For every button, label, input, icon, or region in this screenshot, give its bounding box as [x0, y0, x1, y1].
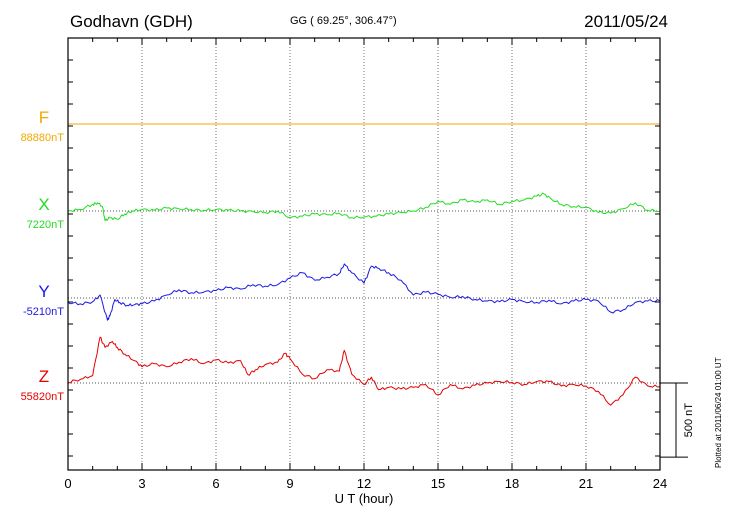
- x-tick-labels: 0 3 6 9 12 15 18 21 24: [64, 476, 667, 491]
- baseline-value-f: 88880nT: [21, 132, 65, 144]
- scale-bar: 500 nT: [660, 382, 695, 458]
- series-name-z: Z: [39, 367, 49, 386]
- series-line-y: [67, 263, 661, 321]
- series-labels: F 88880nT X 7220nT Y -5210nT Z 55820nT: [21, 108, 65, 403]
- series-lines: [67, 123, 661, 406]
- x-tick-label: 9: [286, 476, 293, 491]
- date-label: 2011/05/24: [584, 12, 668, 31]
- scale-bar-label: 500 nT: [683, 403, 695, 438]
- x-tick-label: 18: [505, 476, 519, 491]
- series-name-y: Y: [38, 282, 49, 301]
- x-tick-label: 0: [64, 476, 71, 491]
- coordinates-label: GG ( 69.25°, 306.47°): [290, 15, 397, 27]
- station-title: Godhavn (GDH): [70, 12, 193, 31]
- x-tick-label: 24: [653, 476, 667, 491]
- x-tick-label: 6: [212, 476, 219, 491]
- x-tick-label: 12: [357, 476, 371, 491]
- x-tick-label: 3: [138, 476, 145, 491]
- x-axis-label: U T (hour): [335, 491, 394, 506]
- plotted-timestamp: Plotted at 2011/06/24 01:00 UT: [714, 357, 723, 468]
- x-tick-label: 21: [579, 476, 593, 491]
- grid-lines: [141, 38, 587, 470]
- series-name-f: F: [39, 108, 49, 127]
- series-line-z: [67, 336, 661, 406]
- series-line-x: [67, 192, 661, 222]
- axis-ticks: [67, 38, 661, 470]
- series-name-x: X: [38, 195, 49, 214]
- baseline-value-x: 7220nT: [27, 219, 65, 231]
- baseline-value-y: -5210nT: [23, 306, 64, 318]
- x-tick-label: 15: [431, 476, 445, 491]
- baseline-value-z: 55820nT: [21, 391, 65, 403]
